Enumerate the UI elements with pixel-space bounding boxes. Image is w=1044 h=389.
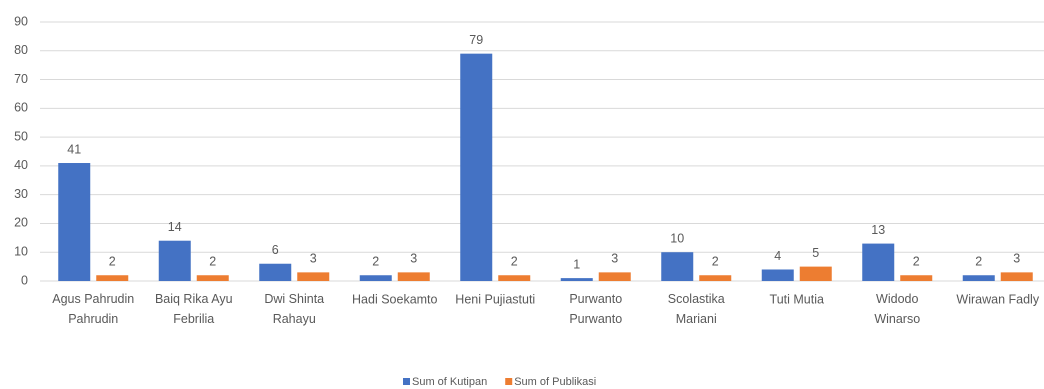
- data-label: 3: [1013, 252, 1020, 266]
- bar: [699, 275, 732, 281]
- bar: [96, 275, 129, 281]
- y-tick-label: 80: [14, 43, 28, 57]
- bar: [359, 275, 392, 281]
- data-label: 3: [410, 252, 417, 266]
- x-tick-label: Agus Pahrudin Pahrudin: [52, 292, 134, 326]
- y-tick-label: 20: [14, 216, 28, 230]
- bar: [761, 269, 794, 281]
- data-label: 14: [168, 220, 182, 234]
- x-tick-label: Purwanto Purwanto: [569, 292, 622, 326]
- bar: [196, 275, 229, 281]
- y-tick-label: 30: [14, 187, 28, 201]
- x-tick-label: Scolastika Mariani: [668, 292, 725, 326]
- x-tick-label: Tuti Mutia: [770, 292, 824, 306]
- bar: [962, 275, 995, 281]
- y-tick-label: 10: [14, 245, 28, 259]
- data-label: 13: [871, 223, 885, 237]
- bar: [460, 53, 493, 282]
- x-tick-label: Hadi Soekamto: [352, 292, 438, 306]
- legend-swatch: [505, 378, 513, 385]
- y-tick-label: 90: [14, 14, 28, 28]
- data-label: 2: [913, 255, 920, 269]
- x-tick-label: Widodo Winarso: [874, 292, 920, 326]
- data-label: 5: [812, 246, 819, 260]
- bar: [862, 243, 895, 281]
- bar: [799, 266, 832, 281]
- bar: [661, 252, 694, 281]
- data-label: 4: [774, 249, 781, 263]
- legend-label: Sum of Publikasi: [514, 376, 596, 388]
- bar: [1000, 272, 1033, 281]
- bar: [297, 272, 330, 281]
- bar: [259, 263, 292, 281]
- x-tick-label: Dwi Shinta Rahayu: [264, 292, 324, 326]
- bar: [900, 275, 933, 281]
- y-tick-label: 70: [14, 72, 28, 86]
- x-tick-label: Wirawan Fadly: [956, 292, 1039, 306]
- bar: [498, 275, 531, 281]
- bar: [560, 278, 593, 281]
- legend-label: Sum of Kutipan: [412, 376, 487, 388]
- data-label: 3: [310, 252, 317, 266]
- data-label: 2: [712, 255, 719, 269]
- y-tick-label: 0: [21, 273, 28, 287]
- data-label: 2: [109, 255, 116, 269]
- y-tick-label: 50: [14, 129, 28, 143]
- data-label: 6: [272, 243, 279, 257]
- x-tick-label: Heni Pujiastuti: [455, 292, 535, 306]
- bar: [397, 272, 430, 281]
- x-tick-label: Baiq Rika Ayu Febrilia: [155, 292, 233, 326]
- bar: [158, 240, 191, 281]
- data-label: 3: [611, 252, 618, 266]
- data-label: 2: [209, 255, 216, 269]
- legend-swatch: [403, 378, 410, 385]
- data-label: 2: [975, 255, 982, 269]
- bar: [58, 163, 91, 281]
- data-label: 41: [67, 142, 81, 156]
- y-tick-label: 40: [14, 158, 28, 172]
- bar: [598, 272, 631, 281]
- data-label: 1: [573, 257, 580, 271]
- y-tick-label: 60: [14, 101, 28, 115]
- data-label: 79: [469, 33, 483, 47]
- data-label: 2: [372, 255, 379, 269]
- data-label: 2: [511, 255, 518, 269]
- data-label: 10: [670, 232, 684, 246]
